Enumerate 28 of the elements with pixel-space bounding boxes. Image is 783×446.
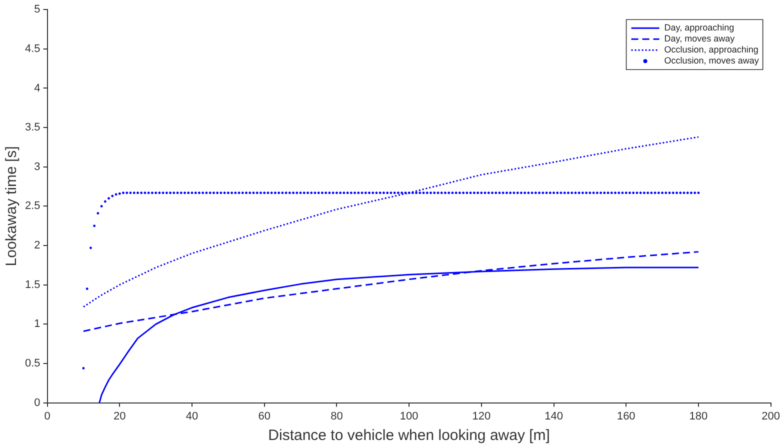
y-tick-label: 4 bbox=[34, 82, 40, 94]
legend-label: Occlusion, approaching bbox=[664, 44, 758, 55]
x-tick-label: 200 bbox=[762, 410, 780, 422]
y-tick-label: 4.5 bbox=[24, 42, 40, 55]
x-axis-title: Distance to vehicle when looking away [m] bbox=[268, 427, 550, 444]
x-tick-label: 160 bbox=[616, 410, 636, 422]
x-tick-label: 100 bbox=[400, 410, 418, 422]
y-tick-label: 1 bbox=[34, 318, 40, 330]
y-tick-label: 2.5 bbox=[24, 200, 40, 212]
y-tick-label: 2 bbox=[34, 240, 40, 252]
legend-label: Occlusion, moves away bbox=[664, 56, 760, 66]
x-tick-label: 60 bbox=[258, 410, 270, 422]
x-tick-label: 0 bbox=[44, 410, 50, 422]
legend-label: Day, moves away bbox=[664, 34, 736, 44]
y-tick-label: 3.5 bbox=[24, 122, 40, 134]
y-axis-title: Lookaway time [s] bbox=[3, 146, 20, 266]
x-tick-label: 40 bbox=[186, 410, 198, 422]
x-tick-label: 120 bbox=[472, 410, 491, 422]
legend-label: Day, approaching bbox=[664, 22, 734, 33]
y-tick-label: 5 bbox=[34, 4, 40, 16]
y-tick-label: 0 bbox=[34, 396, 40, 409]
x-tick-label: 140 bbox=[544, 410, 563, 422]
x-tick-label: 20 bbox=[114, 410, 126, 422]
x-tick-label: 80 bbox=[330, 410, 343, 422]
y-tick-label: 1.5 bbox=[24, 278, 40, 291]
x-tick-label: 180 bbox=[689, 410, 708, 422]
y-tick-label: 3 bbox=[34, 160, 40, 173]
y-tick-label: 0.5 bbox=[24, 358, 40, 370]
